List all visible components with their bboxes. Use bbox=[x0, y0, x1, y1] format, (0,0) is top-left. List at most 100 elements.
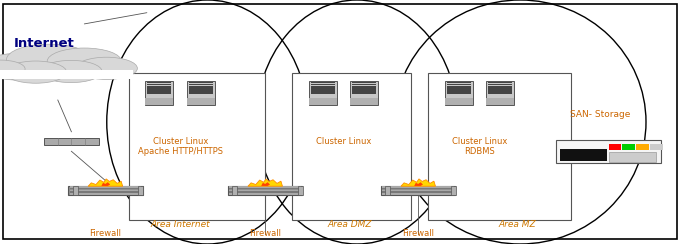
FancyBboxPatch shape bbox=[488, 88, 512, 90]
Text: Firewall: Firewall bbox=[402, 229, 435, 238]
Circle shape bbox=[0, 53, 55, 80]
FancyBboxPatch shape bbox=[311, 88, 335, 90]
FancyBboxPatch shape bbox=[188, 92, 213, 94]
FancyBboxPatch shape bbox=[447, 90, 471, 92]
Text: Area DMZ: Area DMZ bbox=[328, 220, 373, 229]
FancyBboxPatch shape bbox=[186, 81, 215, 105]
Text: Internet: Internet bbox=[14, 37, 75, 51]
FancyBboxPatch shape bbox=[188, 86, 213, 88]
FancyBboxPatch shape bbox=[146, 81, 173, 105]
FancyBboxPatch shape bbox=[447, 81, 471, 83]
FancyBboxPatch shape bbox=[447, 92, 471, 94]
FancyBboxPatch shape bbox=[445, 81, 473, 105]
FancyBboxPatch shape bbox=[146, 98, 173, 105]
Polygon shape bbox=[261, 182, 270, 186]
Polygon shape bbox=[101, 182, 110, 186]
Circle shape bbox=[0, 60, 25, 78]
FancyBboxPatch shape bbox=[428, 73, 571, 220]
FancyBboxPatch shape bbox=[352, 92, 376, 94]
Text: Cluster Linux
RDBMS: Cluster Linux RDBMS bbox=[452, 137, 507, 156]
FancyBboxPatch shape bbox=[311, 92, 335, 94]
FancyBboxPatch shape bbox=[382, 186, 454, 188]
FancyBboxPatch shape bbox=[350, 98, 378, 105]
FancyBboxPatch shape bbox=[350, 81, 378, 105]
FancyBboxPatch shape bbox=[69, 190, 141, 191]
FancyBboxPatch shape bbox=[609, 152, 656, 162]
Text: Cluster Linux: Cluster Linux bbox=[316, 137, 371, 146]
FancyBboxPatch shape bbox=[148, 81, 171, 83]
FancyBboxPatch shape bbox=[148, 92, 171, 94]
FancyBboxPatch shape bbox=[69, 193, 141, 195]
Text: Firewall: Firewall bbox=[89, 229, 122, 238]
FancyBboxPatch shape bbox=[73, 186, 78, 195]
FancyBboxPatch shape bbox=[352, 88, 376, 90]
FancyBboxPatch shape bbox=[69, 192, 141, 193]
FancyBboxPatch shape bbox=[68, 186, 143, 195]
Circle shape bbox=[40, 60, 102, 82]
FancyBboxPatch shape bbox=[382, 188, 454, 189]
FancyBboxPatch shape bbox=[352, 81, 376, 83]
Polygon shape bbox=[401, 179, 435, 186]
FancyBboxPatch shape bbox=[386, 186, 390, 195]
FancyBboxPatch shape bbox=[488, 86, 512, 88]
FancyBboxPatch shape bbox=[560, 149, 607, 162]
FancyBboxPatch shape bbox=[148, 84, 171, 85]
FancyBboxPatch shape bbox=[188, 88, 213, 90]
Polygon shape bbox=[248, 179, 282, 186]
FancyBboxPatch shape bbox=[311, 81, 335, 83]
FancyBboxPatch shape bbox=[381, 186, 456, 195]
Circle shape bbox=[5, 61, 67, 83]
FancyBboxPatch shape bbox=[0, 67, 133, 78]
FancyBboxPatch shape bbox=[382, 192, 454, 193]
FancyBboxPatch shape bbox=[352, 90, 376, 92]
Circle shape bbox=[7, 44, 91, 75]
FancyBboxPatch shape bbox=[488, 84, 512, 85]
FancyBboxPatch shape bbox=[0, 70, 133, 79]
Polygon shape bbox=[88, 179, 122, 186]
FancyBboxPatch shape bbox=[69, 186, 141, 188]
FancyBboxPatch shape bbox=[148, 86, 171, 88]
FancyBboxPatch shape bbox=[445, 98, 473, 105]
FancyBboxPatch shape bbox=[229, 192, 301, 193]
FancyBboxPatch shape bbox=[352, 86, 376, 88]
FancyBboxPatch shape bbox=[44, 138, 99, 145]
FancyBboxPatch shape bbox=[382, 190, 454, 191]
FancyBboxPatch shape bbox=[556, 140, 661, 163]
Text: Area MZ: Area MZ bbox=[498, 220, 536, 229]
FancyBboxPatch shape bbox=[447, 84, 471, 85]
FancyBboxPatch shape bbox=[488, 81, 512, 83]
FancyBboxPatch shape bbox=[233, 186, 237, 195]
Text: SAN- Storage: SAN- Storage bbox=[571, 110, 630, 119]
FancyBboxPatch shape bbox=[229, 186, 301, 188]
Circle shape bbox=[47, 48, 122, 75]
FancyBboxPatch shape bbox=[292, 73, 411, 220]
FancyBboxPatch shape bbox=[352, 84, 376, 85]
FancyBboxPatch shape bbox=[650, 144, 662, 150]
Circle shape bbox=[75, 57, 137, 79]
FancyBboxPatch shape bbox=[188, 84, 213, 85]
FancyBboxPatch shape bbox=[186, 98, 215, 105]
FancyBboxPatch shape bbox=[148, 88, 171, 90]
Polygon shape bbox=[414, 182, 423, 186]
FancyBboxPatch shape bbox=[309, 81, 337, 105]
Text: Area Internet: Area Internet bbox=[150, 220, 210, 229]
FancyBboxPatch shape bbox=[188, 81, 213, 83]
FancyBboxPatch shape bbox=[229, 188, 301, 189]
FancyBboxPatch shape bbox=[486, 81, 514, 105]
FancyBboxPatch shape bbox=[486, 98, 514, 105]
FancyBboxPatch shape bbox=[129, 73, 265, 220]
FancyBboxPatch shape bbox=[488, 90, 512, 92]
FancyBboxPatch shape bbox=[298, 186, 303, 195]
FancyBboxPatch shape bbox=[311, 84, 335, 85]
FancyBboxPatch shape bbox=[488, 92, 512, 94]
FancyBboxPatch shape bbox=[609, 144, 621, 150]
FancyBboxPatch shape bbox=[382, 193, 454, 195]
FancyBboxPatch shape bbox=[188, 90, 213, 92]
FancyBboxPatch shape bbox=[311, 86, 335, 88]
FancyBboxPatch shape bbox=[447, 88, 471, 90]
FancyBboxPatch shape bbox=[148, 90, 171, 92]
FancyBboxPatch shape bbox=[311, 90, 335, 92]
Text: Cluster Linux
Apache HTTP/HTTPS: Cluster Linux Apache HTTP/HTTPS bbox=[137, 137, 223, 156]
FancyBboxPatch shape bbox=[229, 190, 301, 191]
FancyBboxPatch shape bbox=[69, 188, 141, 189]
